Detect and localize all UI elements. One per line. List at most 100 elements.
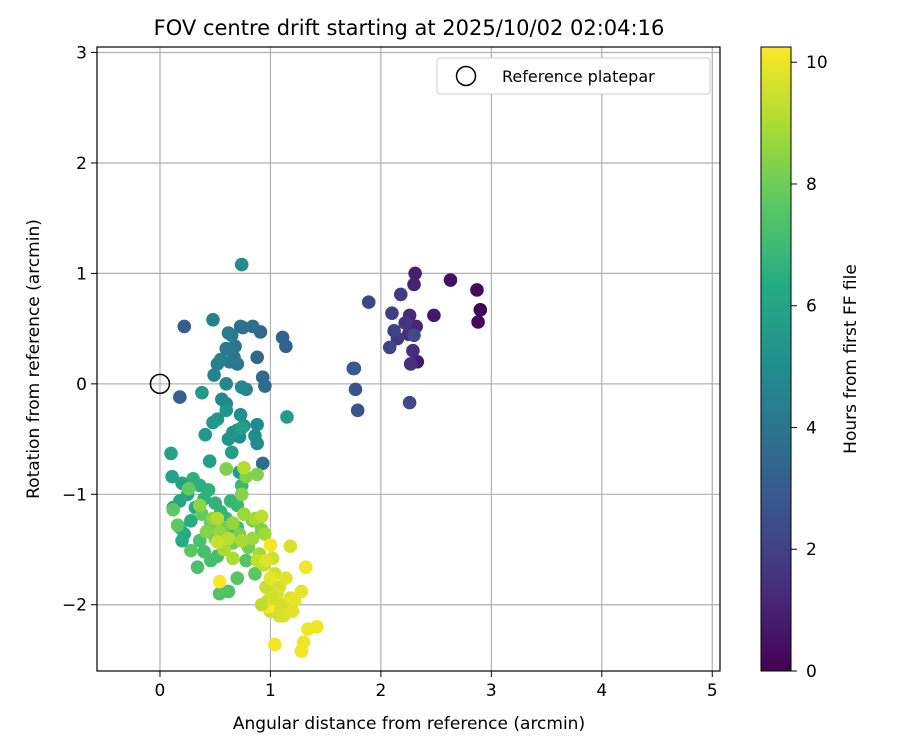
data-point (206, 415, 220, 430)
data-point (280, 410, 294, 424)
data-point (473, 303, 488, 317)
data-point (195, 385, 209, 400)
y-axis-ticks: −2 −1 0 1 2 3 (62, 44, 97, 616)
data-point (226, 516, 240, 530)
data-point (236, 320, 250, 335)
data-point (177, 319, 192, 334)
data-point (184, 543, 198, 558)
data-point (254, 509, 269, 524)
data-point (310, 620, 324, 634)
data-point (170, 518, 185, 533)
data-point (254, 597, 269, 612)
data-point (471, 315, 485, 329)
data-point (408, 266, 422, 281)
data-point (285, 604, 300, 619)
data-point (470, 283, 484, 297)
y-tick-label: 1 (76, 264, 87, 284)
x-tick-label: 0 (155, 681, 166, 701)
data-point (234, 380, 249, 394)
y-axis-label: Rotation from reference (arcmin) (24, 219, 44, 499)
data-point (202, 454, 217, 468)
data-point (237, 460, 251, 475)
plot-frame (96, 46, 721, 672)
y-tick-label: 2 (76, 154, 87, 174)
data-point (221, 531, 236, 546)
data-point (234, 533, 249, 548)
colorbar-ticks: 0 2 4 6 8 10 (791, 53, 828, 682)
data-point (402, 395, 417, 410)
data-point (443, 273, 458, 287)
data-point (294, 584, 309, 599)
data-point (233, 407, 248, 422)
x-tick-label: 2 (375, 681, 386, 701)
chart-title: FOV centre drift starting at 2025/10/02 … (154, 16, 665, 40)
data-point (212, 574, 227, 589)
data-point (164, 446, 178, 461)
data-point (206, 312, 220, 327)
colorbar-label: Hours from first FF file (841, 264, 861, 454)
data-point (275, 330, 290, 345)
data-point (210, 511, 225, 526)
data-point (197, 544, 211, 559)
data-point (265, 591, 280, 605)
x-axis-ticks: 0 1 2 3 4 5 (155, 671, 718, 701)
legend: Reference platepar (436, 57, 711, 95)
data-point (224, 445, 239, 460)
data-point (427, 308, 441, 323)
data-point (245, 319, 260, 334)
data-point (234, 257, 249, 272)
data-point (263, 538, 278, 552)
y-tick-label: −1 (62, 485, 87, 505)
colorbar: 0 2 4 6 8 10 Hours from first FF file (760, 46, 861, 682)
data-point (406, 343, 420, 358)
data-point (361, 295, 376, 309)
x-tick-label: 3 (486, 681, 497, 701)
data-point (184, 513, 198, 528)
data-point (347, 361, 362, 376)
colorbar-gradient (760, 46, 792, 672)
data-point (294, 644, 309, 658)
x-tick-label: 4 (596, 681, 607, 701)
colorbar-tick-label: 0 (806, 662, 817, 682)
reference-marker (149, 373, 171, 395)
colorbar-tick-label: 2 (806, 540, 817, 560)
y-tick-label: 0 (76, 375, 87, 395)
data-point (382, 340, 397, 355)
data-point (248, 567, 262, 581)
data-point (350, 403, 365, 418)
data-point (192, 498, 207, 513)
colorbar-tick-label: 8 (806, 175, 817, 195)
data-point (393, 287, 408, 302)
colorbar-tick-label: 6 (806, 297, 817, 317)
data-point (407, 277, 421, 292)
data-point (226, 551, 240, 566)
x-axis-label: Angular distance from reference (arcmin) (233, 714, 585, 734)
data-point (248, 428, 262, 443)
data-point (348, 382, 363, 397)
data-point (234, 487, 249, 502)
data-point (258, 379, 272, 393)
data-point (207, 368, 221, 382)
x-tick-label: 1 (265, 681, 276, 701)
data-point (259, 553, 273, 568)
data-point (198, 427, 213, 442)
data-point (263, 571, 278, 586)
data-point (250, 350, 264, 365)
data-point (258, 527, 272, 541)
data-point (268, 637, 282, 652)
data-point (221, 432, 236, 446)
data-point (403, 357, 418, 371)
data-point (173, 390, 187, 404)
legend-entry-label: Reference platepar (502, 67, 655, 86)
data-point (234, 421, 249, 435)
data-point (255, 456, 270, 471)
legend-box (436, 57, 711, 95)
data-point (210, 357, 225, 371)
data-points (164, 257, 488, 658)
data-point (175, 533, 189, 548)
data-point (407, 328, 421, 343)
data-point (272, 608, 287, 623)
data-point (210, 534, 225, 549)
data-point (385, 306, 399, 320)
